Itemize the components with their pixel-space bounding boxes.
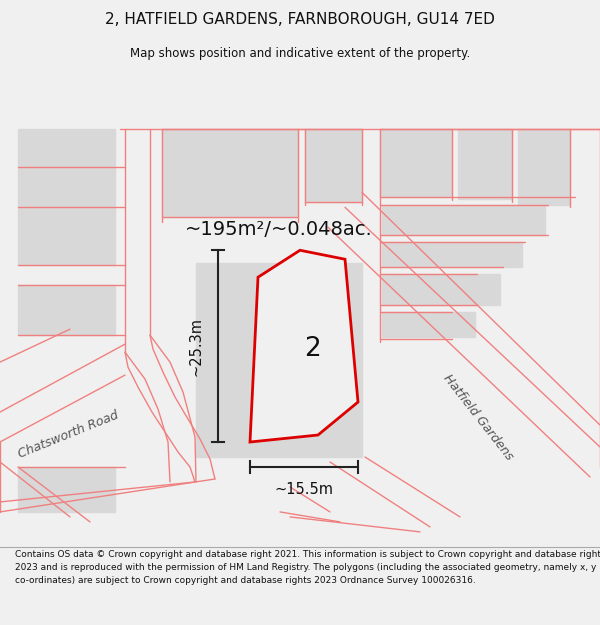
Text: Map shows position and indicative extent of the property.: Map shows position and indicative extent… [130, 48, 470, 60]
Text: ~25.3m: ~25.3m [189, 317, 204, 376]
Text: ~195m²/~0.048ac.: ~195m²/~0.048ac. [185, 220, 373, 239]
Polygon shape [382, 206, 545, 235]
Text: Hatfield Gardens: Hatfield Gardens [440, 372, 515, 462]
Polygon shape [250, 250, 358, 442]
Polygon shape [380, 129, 452, 198]
Polygon shape [305, 129, 362, 202]
Polygon shape [18, 129, 115, 265]
Polygon shape [382, 242, 522, 268]
Polygon shape [18, 285, 115, 335]
Text: Chatsworth Road: Chatsworth Road [16, 409, 120, 461]
Text: 2, HATFIELD GARDENS, FARNBOROUGH, GU14 7ED: 2, HATFIELD GARDENS, FARNBOROUGH, GU14 7… [105, 12, 495, 27]
Text: 2: 2 [304, 336, 321, 362]
Polygon shape [382, 274, 500, 305]
Text: Contains OS data © Crown copyright and database right 2021. This information is : Contains OS data © Crown copyright and d… [15, 550, 600, 585]
Polygon shape [518, 129, 570, 206]
Polygon shape [196, 263, 362, 457]
Polygon shape [162, 129, 298, 218]
Polygon shape [458, 129, 512, 199]
Polygon shape [18, 467, 115, 512]
Text: ~15.5m: ~15.5m [275, 482, 334, 497]
Polygon shape [382, 312, 475, 337]
